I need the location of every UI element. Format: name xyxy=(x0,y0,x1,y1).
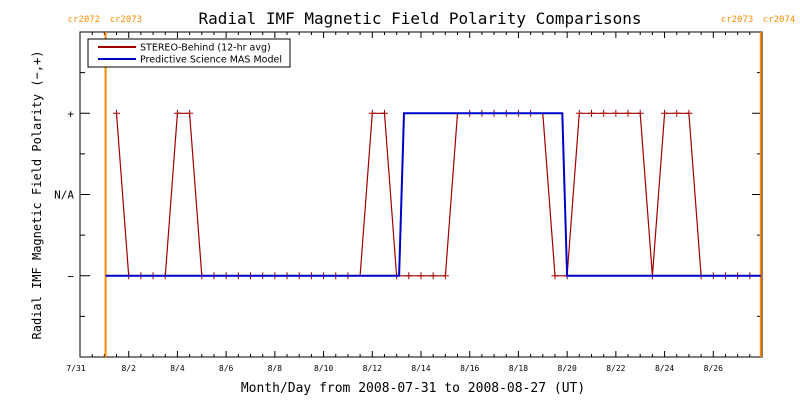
data-point-marker xyxy=(186,109,194,117)
data-point-marker xyxy=(661,109,669,117)
rotation-label: cr2073 xyxy=(721,15,754,25)
legend-box xyxy=(87,38,291,68)
data-point-marker xyxy=(575,109,583,117)
x-axis-title: Month/Day from 2008-07-31 to 2008-08-27 … xyxy=(241,381,585,396)
series-line-1 xyxy=(105,112,761,277)
data-point-marker xyxy=(612,109,620,117)
x-axis: 7/31 8/2 8/4 8/6 8/8 8/10 8/12 8/14 8/16 8/18 8/20… xyxy=(66,32,751,373)
data-point-marker xyxy=(685,109,693,117)
chart-title: Radial IMF Magnetic Field Polarity Compa… xyxy=(198,9,641,28)
data-point-marker xyxy=(173,109,181,117)
x-tick-label: 8/4 xyxy=(170,364,185,373)
data-point-marker xyxy=(429,272,437,280)
x-tick-label: 8/10 xyxy=(314,364,333,373)
x-tick-label: 8/8 xyxy=(268,364,283,373)
x-tick-label: 8/14 xyxy=(411,364,430,373)
data-point-marker xyxy=(636,109,644,117)
data-point-marker xyxy=(405,272,413,280)
x-tick-label: 8/24 xyxy=(655,364,674,373)
data-point-marker xyxy=(600,109,608,117)
x-tick-label: 8/6 xyxy=(219,364,234,373)
carrington-rotation-lines xyxy=(104,32,762,357)
rotation-label: cr2073 xyxy=(110,15,143,25)
data-point-marker xyxy=(380,109,388,117)
x-tick-label: 8/2 xyxy=(121,364,136,373)
series-layer xyxy=(105,109,761,280)
legend: STEREO-Behind (12-hr avg) Predictive Sci… xyxy=(87,38,291,68)
legend-label-stereo: STEREO-Behind (12-hr avg) xyxy=(140,43,271,54)
x-tick-label: 8/20 xyxy=(558,364,577,373)
data-point-marker xyxy=(368,109,376,117)
legend-label-mas: Predictive Science MAS Model xyxy=(140,55,282,66)
y-tick-label: N/A xyxy=(54,189,74,202)
data-point-marker xyxy=(417,272,425,280)
data-point-marker xyxy=(441,272,449,280)
data-point-marker xyxy=(113,109,121,117)
plot-frame xyxy=(79,31,763,358)
series-line-0 xyxy=(115,112,750,277)
data-point-marker xyxy=(588,109,595,117)
x-tick-label: 8/12 xyxy=(363,364,382,373)
y-axis: + N/A − xyxy=(54,72,762,317)
rotation-label: cr2072 xyxy=(68,15,101,25)
data-point-marker xyxy=(673,109,681,117)
carrington-rotation-labels: cr2072 cr2073 cr2073 cr2074 xyxy=(68,15,796,25)
x-tick-label: 8/18 xyxy=(509,364,528,373)
x-tick-label: 8/26 xyxy=(704,364,723,373)
rotation-label: cr2074 xyxy=(763,15,796,25)
data-point-marker xyxy=(551,272,559,280)
y-axis-title: Radial IMF Magnetic Field Polarity (−,+) xyxy=(30,51,44,340)
x-tick-label: 8/16 xyxy=(460,364,479,373)
x-tick-label: 7/31 xyxy=(66,364,85,373)
data-point-marker xyxy=(624,109,632,117)
y-tick-label: − xyxy=(67,270,74,283)
y-tick-label: + xyxy=(67,107,74,120)
x-tick-label: 8/22 xyxy=(606,364,625,373)
